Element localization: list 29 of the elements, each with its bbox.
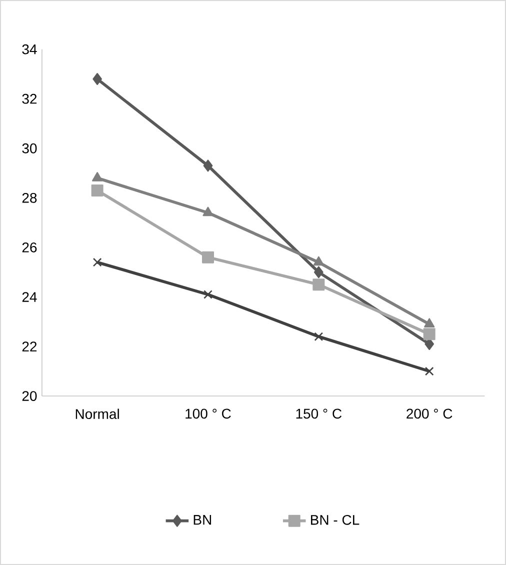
x-tick-label: 150 ° C bbox=[296, 408, 342, 419]
legend-label: BN bbox=[194, 515, 212, 525]
y-tick-label: 28 bbox=[22, 192, 37, 203]
point bbox=[314, 332, 324, 342]
y-tick-label: 30 bbox=[22, 143, 37, 154]
x-tick-label: 100 ° C bbox=[186, 408, 231, 419]
point bbox=[202, 206, 214, 216]
point bbox=[312, 278, 325, 291]
point bbox=[424, 318, 435, 328]
point bbox=[92, 258, 102, 267]
point bbox=[203, 160, 213, 172]
point bbox=[313, 256, 324, 266]
y-tick-label: 34 bbox=[22, 44, 37, 54]
point bbox=[204, 290, 212, 299]
point bbox=[92, 172, 103, 182]
y-tick-label: 26 bbox=[22, 242, 37, 252]
point bbox=[423, 328, 436, 340]
y-tick-label: 20 bbox=[22, 391, 37, 401]
y-tick-label: 22 bbox=[22, 342, 37, 352]
y-tick-label: 32 bbox=[22, 94, 37, 104]
x-tick-label: Normal bbox=[76, 408, 119, 420]
point bbox=[202, 251, 214, 264]
point bbox=[314, 266, 324, 278]
y-tick-label: 24 bbox=[22, 292, 37, 302]
legend-label: BN - CL bbox=[311, 514, 360, 525]
point bbox=[91, 184, 104, 196]
point bbox=[424, 366, 434, 376]
x-tick-label: 200 ° C bbox=[406, 408, 452, 419]
point bbox=[92, 73, 102, 86]
